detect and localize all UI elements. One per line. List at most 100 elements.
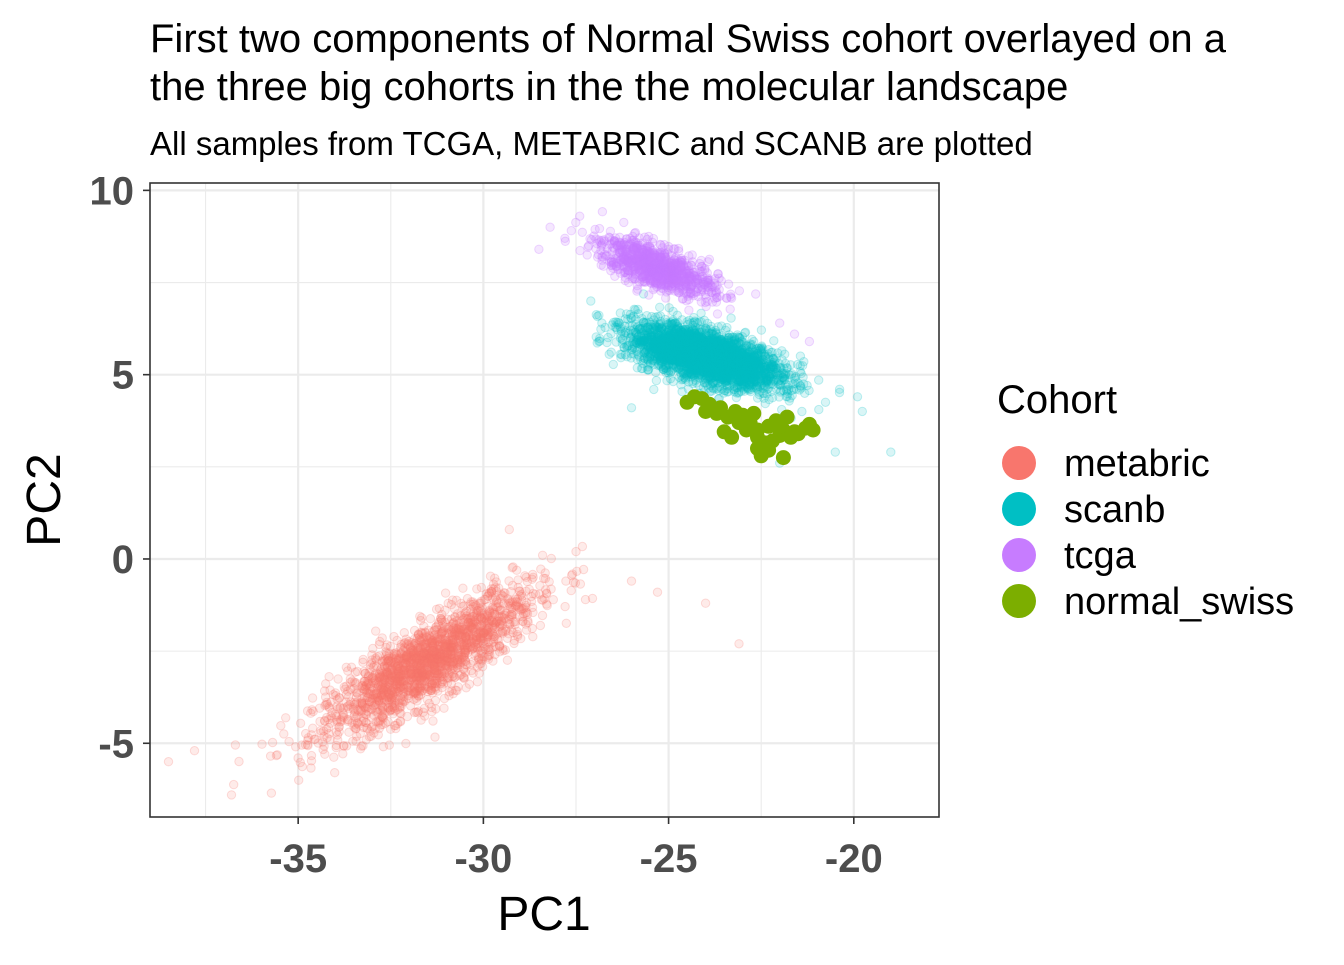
point-scanb [815, 405, 823, 413]
point-metabric [538, 611, 546, 619]
point-metabric [429, 717, 437, 725]
point-scanb [815, 376, 823, 384]
point-scanb [616, 334, 624, 342]
point-metabric [334, 736, 342, 744]
point-metabric [295, 776, 303, 784]
point-scanb [626, 310, 634, 318]
point-metabric [460, 673, 468, 681]
point-metabric [362, 719, 370, 727]
point-scanb [887, 448, 895, 456]
point-scanb [616, 325, 624, 333]
point-scanb [686, 361, 694, 369]
point-metabric [399, 684, 407, 692]
point-metabric [385, 741, 393, 749]
point-metabric [588, 594, 596, 602]
point-metabric [332, 692, 340, 700]
point-metabric [480, 644, 488, 652]
point-scanb [668, 321, 676, 329]
point-scanb [784, 386, 792, 394]
point-metabric [505, 525, 513, 533]
point-scanb [609, 360, 617, 368]
point-metabric [562, 619, 570, 627]
point-metabric [164, 758, 172, 766]
point-metabric [528, 624, 536, 632]
point-metabric [434, 655, 442, 663]
point-metabric [364, 672, 372, 680]
point-scanb [595, 337, 603, 345]
point-metabric [402, 652, 410, 660]
point-metabric [426, 615, 434, 623]
point-metabric [344, 702, 352, 710]
point-scanb [603, 338, 611, 346]
point-scanb [732, 393, 740, 401]
point-metabric [537, 565, 545, 573]
point-scanb [607, 348, 615, 356]
point-metabric [365, 733, 373, 741]
point-metabric [369, 696, 377, 704]
point-metabric [372, 627, 380, 635]
point-metabric [499, 647, 507, 655]
point-scanb [656, 303, 664, 311]
point-metabric [321, 750, 329, 758]
point-metabric [562, 577, 570, 585]
point-metabric [505, 599, 513, 607]
point-metabric [513, 627, 521, 635]
point-metabric [301, 741, 309, 749]
point-metabric [561, 602, 569, 610]
point-metabric [489, 585, 497, 593]
point-metabric [478, 615, 486, 623]
point-scanb [858, 407, 866, 415]
point-metabric [339, 750, 347, 758]
point-metabric [375, 640, 383, 648]
point-metabric [416, 612, 424, 620]
point-metabric [359, 742, 367, 750]
point-scanb [761, 399, 769, 407]
point-metabric [447, 647, 455, 655]
point-metabric [230, 780, 238, 788]
point-metabric [296, 719, 304, 727]
point-scanb [663, 377, 671, 385]
point-metabric [353, 667, 361, 675]
point-metabric [571, 579, 579, 587]
point-metabric [382, 649, 390, 657]
point-metabric [335, 723, 343, 731]
point-metabric [572, 547, 580, 555]
point-scanb [598, 319, 606, 327]
point-metabric [302, 729, 310, 737]
point-metabric [439, 675, 447, 683]
point-metabric [427, 703, 435, 711]
point-scanb [727, 314, 735, 322]
point-metabric [460, 642, 468, 650]
point-scanb [638, 338, 646, 346]
point-metabric [308, 694, 316, 702]
chart-title-line-2: the three big cohorts in the the molecul… [150, 65, 1068, 109]
chart-subtitle: All samples from TCGA, METABRIC and SCAN… [150, 125, 1033, 162]
point-metabric [384, 704, 392, 712]
point-metabric [498, 613, 506, 621]
point-metabric [294, 754, 302, 762]
point-scanb [679, 375, 687, 383]
point-metabric [190, 747, 198, 755]
point-metabric [391, 661, 399, 669]
point-metabric [231, 741, 239, 749]
point-metabric [330, 753, 338, 761]
point-metabric [227, 791, 235, 799]
point-scanb [831, 448, 839, 456]
point-metabric [510, 636, 518, 644]
chart-title-line-1: First two components of Normal Swiss coh… [150, 17, 1227, 61]
point-scanb [770, 337, 778, 345]
point-metabric [384, 657, 392, 665]
point-metabric [340, 711, 348, 719]
point-scanb [678, 387, 686, 395]
point-scanb [665, 347, 673, 355]
point-metabric [266, 752, 274, 760]
point-metabric [352, 725, 360, 733]
point-scanb [753, 394, 761, 402]
point-scanb [655, 323, 663, 331]
point-metabric [514, 576, 522, 584]
point-metabric [529, 633, 537, 641]
point-metabric [341, 685, 349, 693]
point-scanb [715, 374, 723, 382]
point-metabric [285, 737, 293, 745]
point-scanb [853, 393, 861, 401]
